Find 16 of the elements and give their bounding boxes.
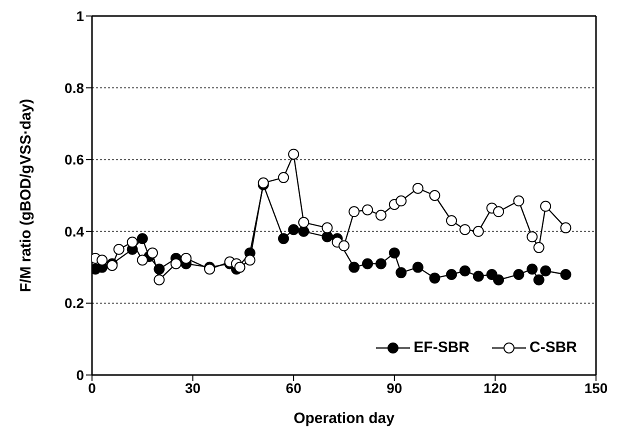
x-tick-label: 90: [386, 380, 402, 396]
x-tick-label: 0: [88, 380, 96, 396]
y-axis-title: F/M ratio (gBOD/gVSS·day): [17, 98, 34, 292]
x-tick-label: 30: [185, 380, 201, 396]
x-tick-label: 150: [584, 380, 608, 396]
y-tick-label: 0.8: [64, 80, 84, 96]
y-tick-label: 0.6: [64, 152, 84, 168]
legend-label: C-SBR: [530, 339, 577, 356]
legend-label: EF-SBR: [414, 339, 470, 356]
y-tick-label: 0.4: [64, 223, 84, 240]
x-axis-title: Operation day: [294, 410, 396, 427]
y-tick-label: 1: [76, 8, 84, 24]
x-tick-label: 120: [484, 380, 508, 396]
x-tick-label: 60: [286, 380, 302, 396]
y-tick-label: 0: [76, 366, 84, 383]
y-tick-label: 0.2: [64, 295, 84, 312]
